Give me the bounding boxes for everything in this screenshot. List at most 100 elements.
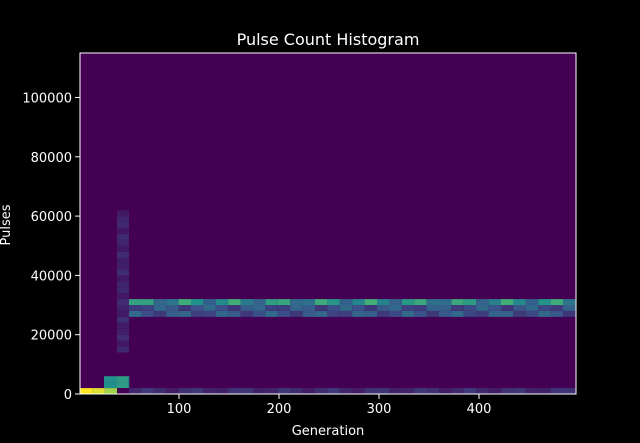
heatmap-cell	[414, 311, 427, 317]
heatmap-cell	[401, 305, 415, 311]
heatmap-cell	[117, 251, 129, 258]
heatmap-cell	[141, 311, 154, 317]
heatmap-cell	[377, 299, 390, 305]
heatmap-cell	[377, 305, 390, 311]
heatmap-cell	[550, 311, 563, 317]
x-tick-label: 200	[267, 402, 292, 417]
x-tick-label: 300	[367, 402, 392, 417]
x-tick-label: 400	[467, 402, 492, 417]
heatmap-cell	[389, 299, 402, 305]
heatmap-cell	[476, 305, 489, 311]
heatmap-cell	[401, 388, 415, 394]
heatmap-cell	[315, 388, 328, 394]
heatmap-cell	[488, 305, 501, 311]
heatmap-cell	[439, 311, 452, 317]
heatmap-cell	[538, 311, 551, 317]
heatmap-cell	[80, 388, 93, 394]
heatmap-cell	[191, 299, 204, 305]
heatmap-cell	[538, 299, 551, 305]
heatmap-cell	[166, 305, 179, 311]
heatmap-cell	[414, 388, 427, 394]
heatmap-cell	[501, 388, 514, 394]
heatmap-cell	[117, 346, 129, 353]
heatmap-cell	[550, 305, 563, 311]
heatmap-cell	[117, 275, 129, 282]
heatmap-cell	[451, 311, 464, 317]
heatmap-cell	[191, 388, 204, 394]
heatmap-cell	[488, 311, 501, 317]
heatmap-cell	[451, 305, 464, 311]
heatmap-cell	[117, 263, 129, 270]
heatmap-cell	[414, 305, 427, 311]
heatmap-cell	[513, 311, 526, 317]
heatmap-cell	[116, 376, 129, 383]
heatmap-cell	[377, 388, 390, 394]
plot-frame	[79, 52, 577, 395]
heatmap-cell	[538, 388, 551, 394]
heatmap-cell	[290, 305, 303, 311]
heatmap-cell	[166, 311, 179, 317]
heatmap-cell	[426, 305, 439, 311]
heatmap-cell	[228, 299, 241, 305]
heatmap-cell	[277, 299, 291, 305]
heatmap-cell	[550, 299, 563, 305]
heatmap-cell	[92, 388, 105, 394]
heatmap-cell	[550, 388, 563, 394]
heatmap-cell	[228, 311, 241, 317]
y-tick-label: 40000	[31, 269, 72, 284]
heatmap-cell	[488, 388, 501, 394]
heatmap-cell	[302, 299, 315, 305]
heatmap-cell	[327, 299, 340, 305]
heatmap-cell	[117, 293, 129, 300]
heatmap-cell	[203, 299, 216, 305]
heatmap-cell	[463, 305, 477, 311]
heatmap-cell	[203, 311, 216, 317]
heatmap-cell	[513, 305, 526, 311]
heatmap-cell	[389, 388, 402, 394]
x-axis-label: Generation	[292, 424, 365, 439]
y-tick-label: 0	[64, 388, 72, 403]
heatmap-cell	[215, 388, 229, 394]
heatmap-cell	[513, 388, 526, 394]
heatmap-cell	[302, 311, 315, 317]
heatmap-cell	[117, 245, 129, 252]
heatmap-cell	[476, 388, 489, 394]
heatmap-cell	[563, 305, 576, 311]
heatmap-cell	[364, 311, 377, 317]
heatmap-cell	[525, 311, 539, 317]
heatmap-cell	[129, 299, 142, 305]
chart-title: Pulse Count Histogram	[237, 30, 420, 49]
heatmap-cell	[426, 299, 439, 305]
heatmap-cell	[513, 299, 526, 305]
heatmap-cell	[117, 233, 129, 240]
heatmap-cell	[302, 388, 315, 394]
heatmap-cell	[153, 305, 167, 311]
heatmap-cell	[117, 222, 129, 228]
heatmap-cell	[277, 388, 291, 394]
heatmap-cell	[178, 388, 191, 394]
heatmap-cell	[451, 299, 464, 305]
heatmap-cell	[463, 299, 477, 305]
heatmap-cell	[315, 305, 328, 311]
heatmap-cell	[117, 227, 129, 234]
heatmap-cell	[525, 388, 539, 394]
heatmap-cell	[104, 376, 117, 383]
heatmap-cell	[290, 388, 303, 394]
heatmap-cell	[352, 388, 365, 394]
heatmap-cell	[128, 382, 130, 388]
heatmap-cell	[290, 299, 303, 305]
y-tick-label: 100000	[22, 91, 72, 106]
heatmap-cell	[563, 388, 576, 394]
heatmap-cell	[463, 311, 477, 317]
heatmap-cell	[117, 257, 129, 264]
heatmap-cell	[117, 239, 129, 246]
heatmap-cell	[364, 305, 377, 311]
heatmap-cell	[117, 322, 129, 329]
y-tick-label: 60000	[31, 210, 72, 225]
heatmap-cell	[476, 299, 489, 305]
heatmap-cell	[538, 305, 551, 311]
heatmap-cell	[117, 210, 129, 217]
heatmap-cell	[117, 311, 129, 317]
heatmap-cell	[129, 305, 142, 311]
